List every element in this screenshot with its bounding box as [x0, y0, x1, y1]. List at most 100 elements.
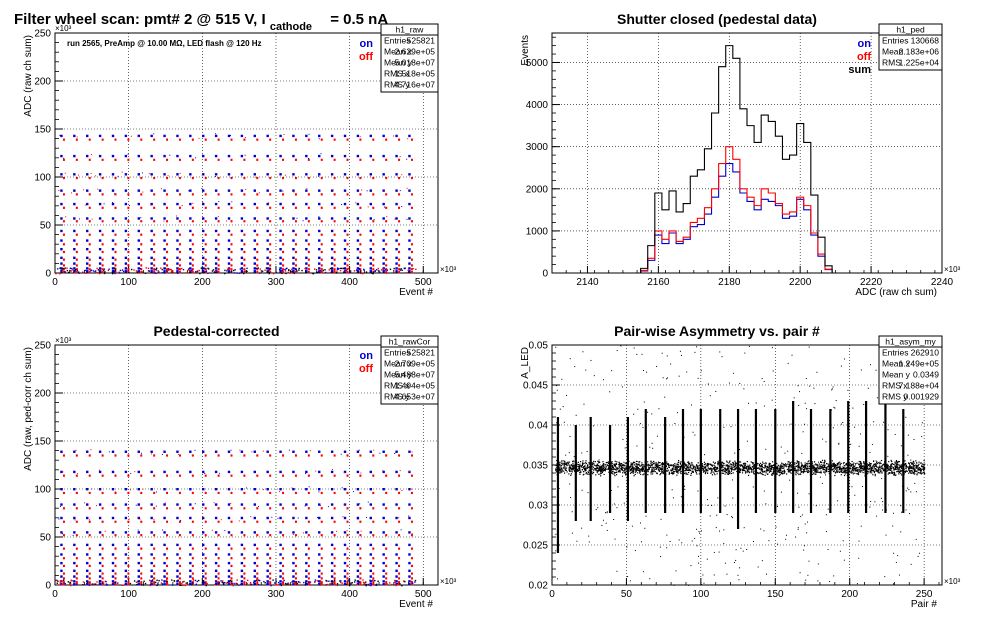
data-point: [685, 463, 687, 466]
data-point: [563, 466, 565, 469]
data-point-on: [176, 470, 179, 474]
data-point-off: [398, 220, 401, 223]
data-point-on: [111, 553, 115, 556]
data-point-on: [395, 531, 398, 534]
y-exponent: ×10³: [55, 336, 72, 345]
data-point-off: [346, 583, 349, 586]
x-axis-label: Event #: [399, 599, 433, 610]
data-point: [640, 470, 642, 472]
data-point: [867, 467, 869, 469]
data-point: [757, 472, 759, 475]
data-noise-point: [268, 202, 270, 204]
data-low-point: [347, 580, 349, 582]
data-point: [647, 469, 649, 471]
data-point-off: [166, 250, 169, 254]
data-point-off: [359, 158, 362, 161]
data-point-off: [410, 454, 413, 457]
data-point-off: [166, 534, 169, 537]
data-point: [900, 470, 902, 473]
data-point: [641, 468, 644, 470]
data-point-off: [101, 193, 104, 196]
data-point-on: [240, 173, 244, 176]
data-point: [714, 469, 716, 471]
data-low-point: [228, 267, 231, 269]
data-point-on: [356, 450, 360, 453]
data-point-off: [166, 138, 169, 141]
data-low-point: [171, 270, 173, 272]
data-point-on: [189, 569, 192, 572]
data-point-off: [178, 206, 181, 209]
data-point-on: [73, 262, 76, 265]
data-point: [599, 461, 601, 463]
data-point-on: [137, 450, 140, 453]
data-point: [736, 470, 738, 473]
data-low-point: [293, 582, 296, 585]
data-point: [728, 467, 730, 469]
data-point-off: [346, 138, 349, 141]
data-low-point: [233, 582, 235, 585]
data-point: [901, 468, 903, 470]
data-point-off: [191, 258, 194, 261]
data-point-on: [214, 256, 218, 260]
data-point: [843, 474, 846, 477]
data-point-on: [343, 256, 347, 260]
legend-entry-off: off: [857, 51, 871, 63]
data-point: [914, 469, 916, 471]
data-noise-point: [148, 173, 150, 175]
data-point-on: [266, 202, 269, 206]
data-point-on: [408, 229, 411, 233]
data-point-on: [227, 553, 231, 556]
data-point-on: [150, 154, 153, 158]
data-point: [628, 466, 631, 468]
data-low-point: [258, 272, 261, 274]
data-point: [802, 472, 804, 474]
data-point-on: [189, 173, 192, 176]
data-point-on: [369, 262, 372, 265]
data-point-off: [191, 534, 194, 537]
data-point-on: [369, 173, 372, 176]
legend-entry-off: off: [359, 363, 373, 375]
data-point: [690, 464, 692, 467]
data-point: [660, 468, 662, 470]
data-point: [560, 466, 562, 468]
data-point-on: [305, 575, 308, 578]
data-point: [836, 467, 838, 469]
data-point: [579, 468, 581, 470]
data-point-on: [60, 239, 63, 242]
data-point: [889, 467, 891, 470]
data-point: [717, 463, 720, 465]
data-point-off: [294, 243, 297, 246]
data-point: [898, 464, 901, 466]
data-point: [601, 469, 603, 471]
data-low-point: [73, 584, 75, 586]
data-point-on: [137, 189, 140, 192]
data-low-point: [106, 584, 108, 586]
data-point-off: [204, 577, 207, 580]
data-point: [570, 470, 572, 472]
data-point-off: [140, 264, 143, 267]
data-point: [731, 468, 733, 470]
data-point-off: [320, 491, 323, 495]
data-low-point: [322, 269, 325, 272]
data-point-off: [307, 577, 310, 580]
data-point-off: [217, 158, 220, 161]
data-point: [629, 472, 632, 474]
data-point-off: [230, 233, 233, 236]
data-point-on: [124, 154, 128, 158]
data-point-off: [166, 220, 169, 223]
x-tick-label: 100: [120, 589, 137, 600]
data-point-on: [408, 189, 411, 192]
data-point-off: [320, 534, 323, 537]
data-point-on: [202, 189, 205, 192]
data-point-off: [243, 454, 246, 457]
data-point-off: [320, 176, 323, 180]
data-point-off: [178, 547, 181, 550]
data-point-on: [60, 154, 63, 158]
data-point: [651, 464, 654, 466]
data-point: [815, 470, 817, 472]
data-low-point: [196, 580, 198, 583]
data-point-on: [60, 488, 63, 491]
data-point: [888, 461, 890, 463]
data-point-off: [140, 138, 143, 141]
data-point-on: [330, 561, 334, 565]
